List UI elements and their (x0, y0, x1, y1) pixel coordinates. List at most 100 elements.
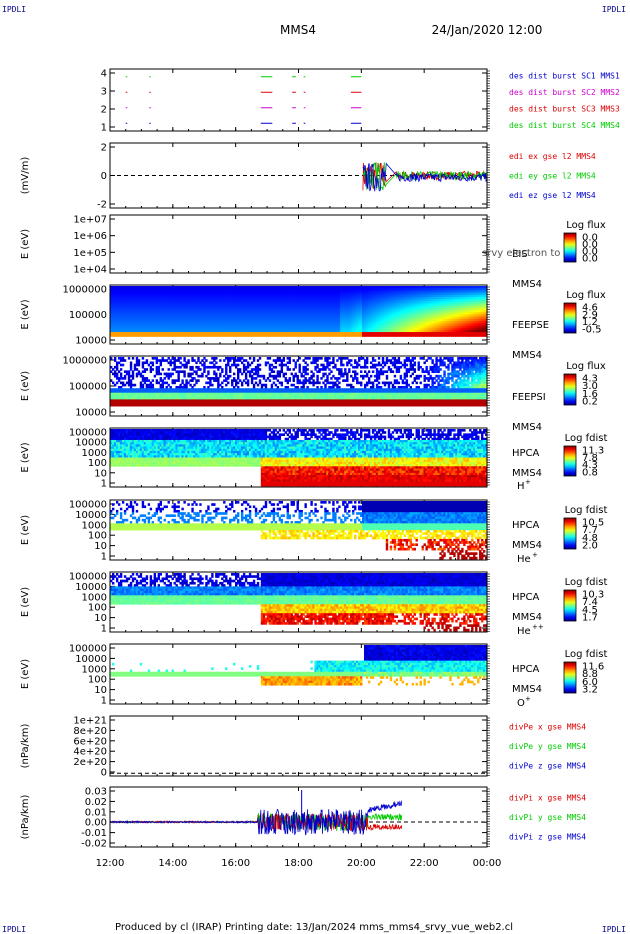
y-tick-label: 1 (101, 123, 107, 134)
spectrogram (110, 501, 488, 560)
spacecraft-label: MMS4 (512, 350, 542, 361)
panel-frame-top (109, 142, 488, 209)
y-tick-label: 3 (101, 87, 107, 98)
colorbar-tick-label: 1.7 (582, 613, 598, 624)
y-tick-label: 1e+07 (73, 215, 107, 226)
x-tick-label: 16:00 (221, 858, 250, 869)
y-tick-label: 1000 (82, 520, 107, 531)
y-tick-label: 1000000 (62, 356, 107, 367)
colorbar-tick-label: 7.4 (582, 597, 598, 608)
y-tick-label: 1e+05 (73, 248, 107, 259)
spectrogram (110, 573, 488, 632)
y-tick-label: 0 (101, 171, 107, 182)
y-tick-label: 0.02 (85, 797, 107, 808)
panel-frame (109, 68, 488, 132)
instrument-label: HPCA (512, 664, 540, 675)
instrument-label: FEEPSE (512, 320, 549, 331)
edi-series (362, 161, 488, 191)
species-label: He (517, 554, 531, 565)
y-axis-label: E (eV) (20, 371, 31, 401)
y-tick-label: 1e+21 (73, 716, 107, 727)
y-tick-label: -0.01 (81, 828, 107, 839)
corner-label-bottom-left: IPDLI (2, 925, 27, 934)
colorbar-title: Log fdist (565, 649, 608, 660)
y-axis-label: (nPa/km) (20, 724, 31, 769)
y-tick-label: 2 (101, 143, 107, 154)
panel-frame-top (109, 571, 488, 633)
legend-entry: divPi x gse MMS4 (509, 794, 586, 803)
instrument-label: HPCA (512, 448, 540, 459)
corner-label-top-left: IPDLI (2, 5, 27, 14)
y-tick-label: 100 (88, 603, 107, 614)
colorbar-tick-label: 0.0 (582, 240, 598, 251)
y-axis-label: E (eV) (20, 299, 31, 329)
colorbar-tick-label: 0.0 (582, 254, 598, 265)
legend-entry: divPi z gse MMS4 (509, 833, 586, 842)
spectrogram (110, 645, 488, 686)
y-tick-label: 10 (94, 613, 107, 624)
instrument-label: HPCA (512, 520, 540, 531)
y-tick-label: 1 (101, 696, 107, 707)
colorbar-tick-label: 0.0 (582, 247, 598, 258)
spectrogram (110, 286, 488, 337)
panel-frame-top (109, 284, 488, 345)
species-charge: ++ (532, 623, 544, 631)
colorbar-title: Log flux (566, 220, 606, 231)
spacecraft-label: MMS4 (512, 540, 542, 551)
overlay-text: srvy electron to (482, 248, 560, 259)
spacecraft-label: MMS4 (512, 684, 542, 695)
panel-frame-top (109, 499, 488, 561)
legend-entry: divPi y gse MMS4 (509, 813, 586, 822)
y-axis-label: E (eV) (20, 587, 31, 617)
legend-entry: divPe z gse MMS4 (509, 762, 586, 771)
y-axis-label: E (eV) (20, 229, 31, 259)
colorbar-tick-label: 6.0 (582, 677, 598, 688)
y-tick-label: 10000 (75, 438, 107, 449)
colorbar (563, 302, 577, 334)
legend-entry: edi ex gse l2 MMS4 (509, 152, 596, 161)
colorbar-tick-label: 0.0 (582, 233, 598, 244)
colorbar-tick-label: 11.6 (582, 662, 604, 673)
panel-frame-top (109, 68, 488, 132)
colorbar (563, 232, 577, 263)
panel-frame-top (109, 427, 488, 488)
species-charge: + (532, 551, 538, 559)
y-tick-label: 10000 (75, 654, 107, 665)
colorbar-title: Log fdist (565, 505, 608, 516)
y-tick-label: 100000 (69, 428, 107, 439)
y-tick-label: 1 (101, 479, 107, 490)
footer-text: Produced by cl (IRAP) Printing date: 13/… (115, 922, 513, 933)
panel-burst: 4 3 2 1 des dist burst SC1 MMS1 des dist burs… (101, 68, 620, 134)
panel-frame-top (109, 355, 488, 417)
species-label: O (517, 698, 525, 709)
header-datetime: 24/Jan/2020 12:00 (432, 23, 543, 37)
spectrogram (110, 357, 488, 407)
panel-frame (109, 214, 488, 274)
spacecraft-label: MMS4 (512, 422, 542, 433)
colorbar-tick-label: 3.2 (582, 685, 598, 696)
colorbar (563, 445, 577, 477)
legend-entry: des dist burst SC1 MMS1 (509, 71, 620, 80)
legend-entry: des dist burst SC2 MMS2 (509, 88, 620, 97)
colorbar-tick-label: 10.5 (582, 518, 604, 529)
y-axis-label: (mV/m) (20, 157, 31, 195)
corner-label-top-right: IPDLI (601, 5, 626, 14)
spacecraft-label: MMS4 (512, 612, 542, 623)
legend-entry: divPe y gse MMS4 (509, 742, 586, 751)
species-charge: + (525, 695, 531, 703)
y-tick-label: 1 (101, 552, 107, 563)
y-tick-label: 1000 (82, 664, 107, 675)
instrument-label: HPCA (512, 592, 540, 603)
y-tick-label: 1000 (82, 448, 107, 459)
y-tick-label: 10 (94, 685, 107, 696)
colorbar-title: Log fdist (565, 577, 608, 588)
colorbar (563, 589, 577, 622)
legend-entry: des dist burst SC4 MMS4 (509, 121, 620, 130)
spectrogram (110, 429, 488, 487)
y-tick-label: 10 (94, 468, 107, 479)
colorbar-tick-label: 11.3 (582, 446, 604, 457)
